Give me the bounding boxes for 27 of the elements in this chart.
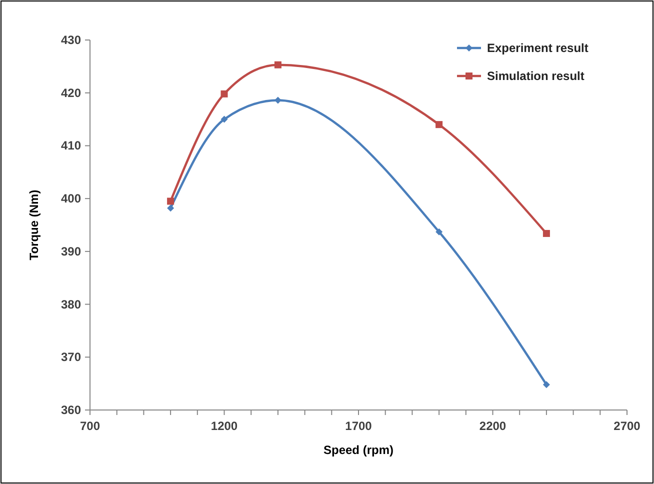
y-tick-label: 410 (60, 138, 82, 153)
x-tick-label: 700 (80, 419, 100, 433)
y-tick-label: 400 (60, 192, 82, 206)
y-tick-label: 430 (60, 33, 82, 47)
point (274, 61, 282, 68)
point (436, 228, 443, 236)
x-axis-title: Speed (rpm) (323, 443, 394, 457)
y-tick-label: 420 (60, 86, 82, 100)
point (542, 381, 550, 388)
x-tick-label: 2200 (479, 419, 506, 433)
point (274, 96, 282, 104)
point (220, 116, 228, 123)
point (220, 90, 228, 98)
y-axis-title: Torque (Nm) (27, 190, 41, 260)
x-tick-label: 1200 (210, 419, 238, 433)
point (167, 198, 174, 205)
y-tick-label: 380 (60, 297, 82, 312)
point (167, 204, 174, 212)
y-tick-label: 360 (60, 403, 82, 417)
y-tick-label: 390 (60, 244, 82, 258)
point (542, 230, 550, 237)
y-tick-label: 370 (60, 350, 82, 364)
point (436, 121, 443, 128)
legend-label: Simulation result (487, 69, 584, 83)
x-tick-label: 1700 (345, 419, 372, 433)
x-tick-label: 2700 (614, 419, 641, 433)
legend-label: Experiment result (487, 41, 588, 55)
